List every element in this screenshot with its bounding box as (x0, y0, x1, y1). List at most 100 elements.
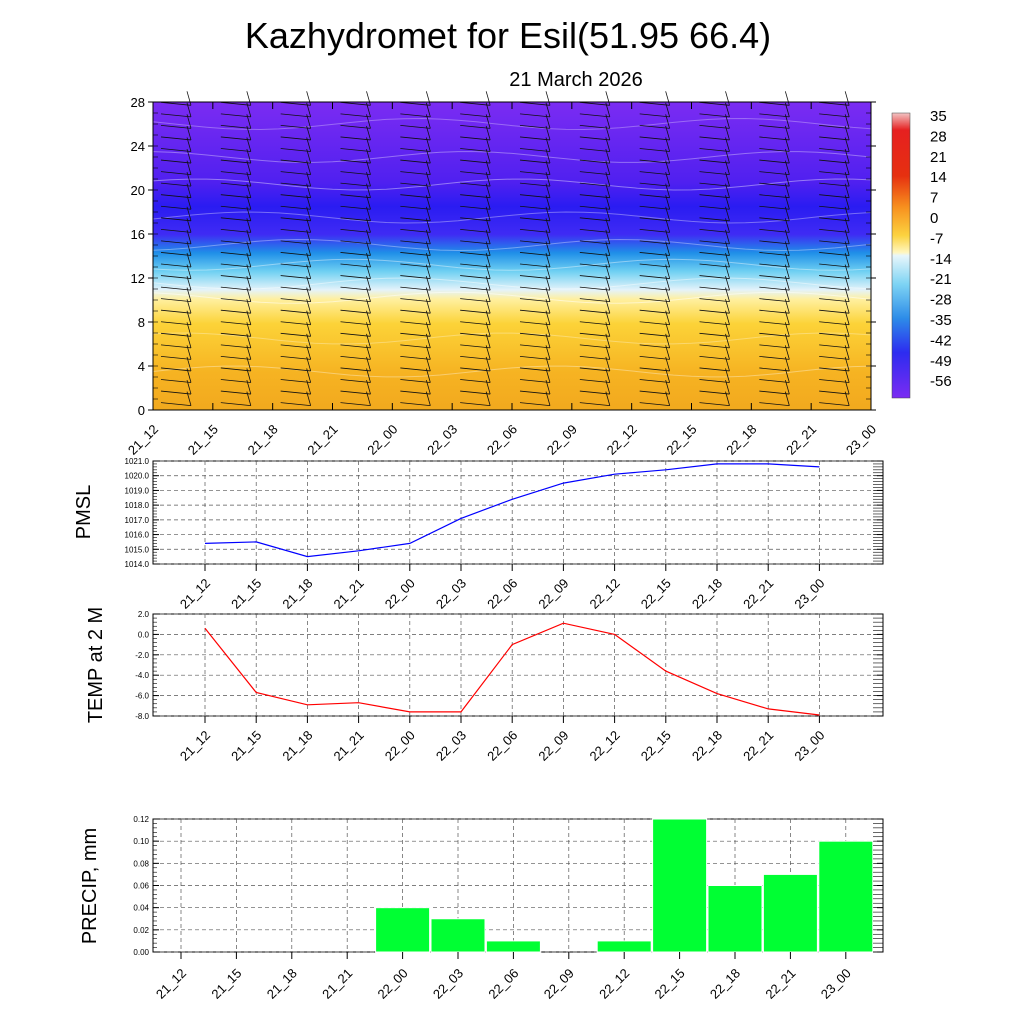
wind-barb-flag (699, 125, 730, 129)
precip-bar (430, 918, 486, 953)
wind-barb-flag (579, 390, 610, 395)
wind-barb-staff (366, 91, 371, 106)
x-tick-label: 22_12 (587, 576, 623, 612)
wind-barb-flag (759, 321, 790, 326)
wind-barb-flag (160, 136, 192, 141)
wind-barb-flag (819, 194, 850, 199)
x-tick-label: 21_21 (331, 576, 367, 612)
wind-barb-flag (340, 356, 371, 360)
wind-barb-flag (400, 275, 431, 279)
wind-barb-staff (306, 91, 312, 106)
wind-barb-flag (400, 309, 431, 314)
precip-x-axis: 21_12 21_15 21_18 21_21 22_00 22_03 22_06 22_09… (153, 952, 854, 1002)
y-tick-label: -2.0 (135, 651, 149, 660)
wind-barb-flag (639, 379, 670, 383)
wind-barb-flag (220, 275, 251, 279)
y-tick-label: 0.12 (133, 815, 149, 824)
x-tick-label: 22_21 (740, 728, 776, 764)
wind-barb-flag (460, 252, 491, 256)
wind-barb-flag (519, 309, 551, 314)
wind-barb-flag (759, 252, 790, 256)
wind-barb-flag (819, 379, 850, 383)
wind-barb-flag (639, 101, 670, 106)
x-tick-label: 22_12 (604, 422, 640, 458)
wind-barb-flag (160, 240, 192, 245)
wind-barb-flag (699, 298, 730, 303)
y-tick-label: 0.08 (133, 859, 149, 868)
wind-barb-flag (460, 205, 491, 210)
colorbar-label: -21 (930, 271, 952, 288)
pmsl-panel: 1014.0 1015.0 1016.0 1017.0 1018.0 1019.0 1020… (73, 457, 884, 612)
wind-barb-flag (280, 136, 311, 141)
y-tick-label: 28 (131, 95, 145, 110)
precip-bar (762, 873, 818, 953)
wind-barb-flag (280, 286, 311, 291)
wind-barb-flag (280, 159, 311, 164)
wind-barb-flag (220, 194, 251, 199)
wind-barb-flag (460, 344, 491, 349)
wind-barb-flag (280, 217, 311, 222)
wind-barb-flag (340, 275, 371, 279)
wind-barb-flag (280, 113, 311, 118)
wind-barb-flag (519, 367, 551, 372)
wind-barb-flag (400, 148, 431, 152)
wind-barb-flag (639, 182, 670, 187)
colorbar-label: -28 (930, 292, 952, 309)
wind-barb-flag (220, 240, 251, 245)
wind-barb-flag (639, 332, 670, 337)
wind-barb-flag (220, 252, 251, 256)
wind-barb-flag (400, 298, 431, 303)
y-tick-label: 2.0 (138, 610, 150, 619)
wind-barb-flag (759, 101, 790, 106)
x-tick-label: 21_18 (279, 728, 315, 764)
wind-barb-flag (639, 125, 670, 129)
wind-barb-flag (280, 101, 311, 106)
y-tick-label: 0.04 (133, 904, 149, 913)
wind-barb-flag (639, 275, 670, 279)
y-tick-label: 0.0 (138, 630, 150, 639)
x-tick-label: 22_06 (485, 966, 521, 1002)
wind-barb-flag (699, 101, 730, 106)
x-tick-label: 22_15 (638, 576, 674, 612)
wind-barb-flag (699, 205, 730, 210)
wind-barb-flag (280, 263, 311, 268)
wind-barb-flag (400, 344, 431, 349)
wind-barb-flag (759, 344, 790, 349)
wind-barb-flag (160, 298, 192, 303)
wind-barb-flag (819, 263, 850, 268)
wind-barb-flag (220, 298, 251, 303)
wind-barb-flag (759, 402, 790, 406)
wind-barb-flag (579, 125, 610, 129)
wind-barb-flag (759, 263, 790, 268)
wind-barb-flag (579, 101, 610, 106)
wind-barb-flag (280, 379, 311, 383)
pmsl-axis-label: PMSL (73, 485, 95, 539)
wind-barb-flag (340, 171, 371, 175)
wind-barb-flag (639, 217, 670, 222)
wind-barb-flag (699, 240, 730, 245)
y-tick-label: 1017.0 (125, 516, 150, 525)
x-tick-label: 22_09 (544, 422, 580, 458)
wind-barb-flag (220, 263, 251, 268)
precip-bar (485, 940, 541, 953)
x-tick-label: 22_00 (382, 728, 418, 764)
wind-barb-flag (340, 309, 371, 314)
wind-barb-flag (160, 159, 192, 164)
y-tick-label: 1019.0 (125, 486, 150, 495)
wind-barb-flag (699, 252, 730, 256)
wind-barb-flag (819, 298, 850, 303)
x-tick-label: 22_03 (430, 966, 466, 1002)
wind-barb-staff (844, 91, 850, 106)
wind-barb-flag (579, 321, 610, 326)
wind-barb-flag (519, 263, 551, 268)
wind-barb-flag (519, 159, 551, 164)
temp-grid (153, 613, 883, 717)
isotherm (152, 332, 872, 345)
wind-barb-flag (160, 217, 192, 222)
wind-barb-flag (160, 182, 192, 187)
wind-barb-flag (460, 159, 491, 164)
wind-barb-flag (579, 228, 610, 233)
wind-barb-flag (340, 217, 371, 222)
wind-barb-flag (280, 171, 311, 175)
colorbar-label: 28 (930, 128, 947, 145)
